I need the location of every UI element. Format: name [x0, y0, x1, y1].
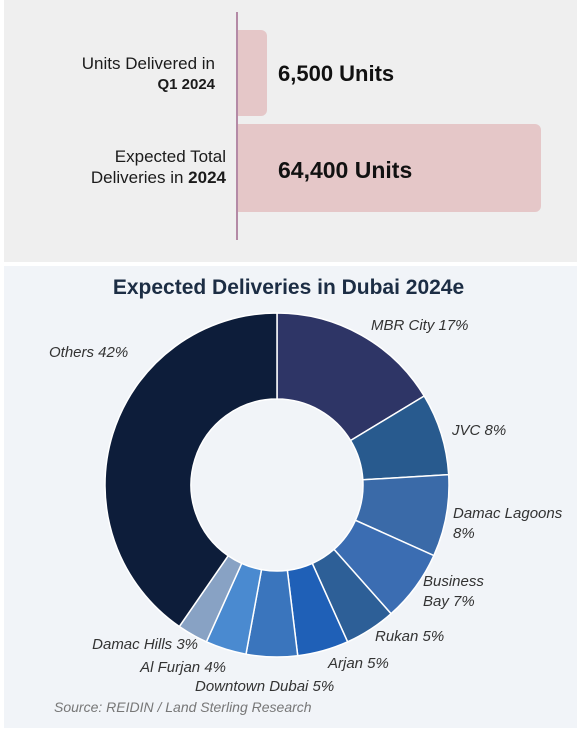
- q1-label-line1: Units Delivered in: [81, 54, 215, 73]
- q1-label-line2: Q1 2024: [157, 76, 215, 93]
- slice-label-5: Arjan 5%: [327, 655, 389, 672]
- q1-bar: [237, 30, 267, 116]
- q1-value: 6,500 Units: [278, 61, 395, 86]
- slice-label-1: JVC 8%: [451, 422, 506, 439]
- total-label-line1: Expected Total: [114, 147, 226, 166]
- slice-label-7: Al Furjan 4%: [139, 659, 226, 676]
- chart-title: Expected Deliveries in Dubai 2024e: [112, 276, 465, 299]
- slice-label-8: Damac Hills 3%: [92, 636, 198, 653]
- slice-label-0: MBR City 17%: [371, 317, 469, 334]
- donut-slice-0: [276, 312, 426, 442]
- slice-label-2: Damac Lagoons 8%: [453, 505, 563, 542]
- total-label-line2-bold: 2024: [188, 168, 226, 187]
- total-label-line2-plain: Deliveries in: [90, 168, 189, 187]
- slice-label-6: Downtown Dubai 5%: [195, 678, 334, 695]
- axis-line: [236, 12, 238, 240]
- total-bar: [237, 124, 541, 212]
- total-label-line2: Deliveries in 2024: [40, 167, 226, 188]
- source-note: Source: REIDIN / Land Sterling Research: [54, 699, 312, 715]
- slice-label-4: Rukan 5%: [375, 628, 444, 645]
- total-value: 64,400 Units: [278, 157, 413, 183]
- donut-slice-9: [104, 312, 278, 628]
- q1-label: Units Delivered in Q1 2024: [40, 53, 215, 95]
- total-label: Expected Total Deliveries in 2024: [40, 146, 226, 188]
- slice-label-9: Others 42%: [49, 344, 128, 361]
- slice-label-3: Business Bay 7%: [423, 573, 484, 610]
